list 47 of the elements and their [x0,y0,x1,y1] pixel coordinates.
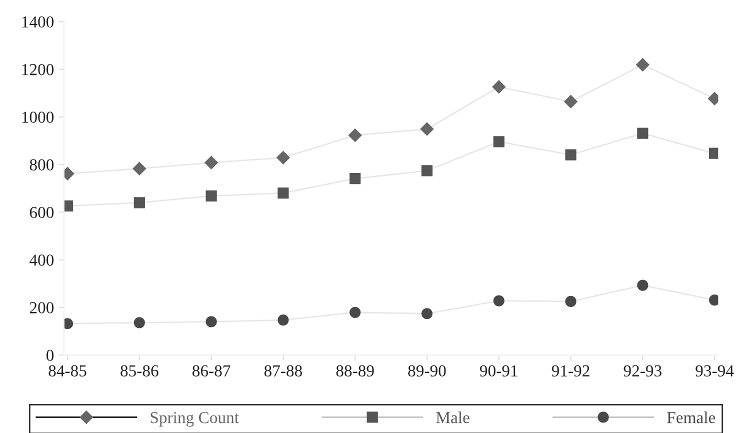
point [420,122,434,136]
y-tick-label: 1200 [22,64,54,76]
y-tick-label: 400 [30,254,54,266]
point [64,200,74,212]
point [493,136,504,148]
point [204,156,218,170]
x-tick-label: 86-87 [192,365,230,377]
text: Male [436,412,470,424]
y-tick-label: 200 [30,302,54,314]
text: Spring Count [150,412,239,427]
x-tick-label: 84-85 [48,365,86,377]
point [565,149,576,160]
point [493,295,504,306]
point [421,308,433,320]
point [276,151,290,164]
point [132,162,146,176]
y-tick-label: 0 [46,350,54,362]
point [134,317,145,328]
text: Female [667,412,716,424]
point [350,306,361,318]
y-tick-label: 1400 [22,16,54,28]
x-tick-label: 87-88 [264,365,302,377]
point [206,316,217,328]
y-tick-label: 600 [30,206,54,218]
point [348,128,362,142]
y-tick-label: 1000 [22,112,54,123]
x-tick-label: 92-93 [624,365,662,377]
point [565,296,576,308]
point [134,197,145,208]
point [64,318,74,330]
x-tick-label: 90-91 [480,365,518,377]
point [206,190,217,202]
point [636,58,650,72]
point [278,314,289,326]
x-tick-label: 93-94 [696,365,734,377]
x-tick-label: 85-86 [120,365,158,377]
x-tick-label: 91-92 [552,365,590,377]
point [637,128,648,139]
x-tick-label: 89-90 [408,365,446,377]
point [564,95,578,108]
point [350,173,361,184]
point [278,188,289,199]
point [492,80,506,94]
y-tick-label: 800 [30,159,54,170]
point [637,280,648,291]
point [421,165,433,176]
x-tick-label: 88-89 [336,365,374,377]
